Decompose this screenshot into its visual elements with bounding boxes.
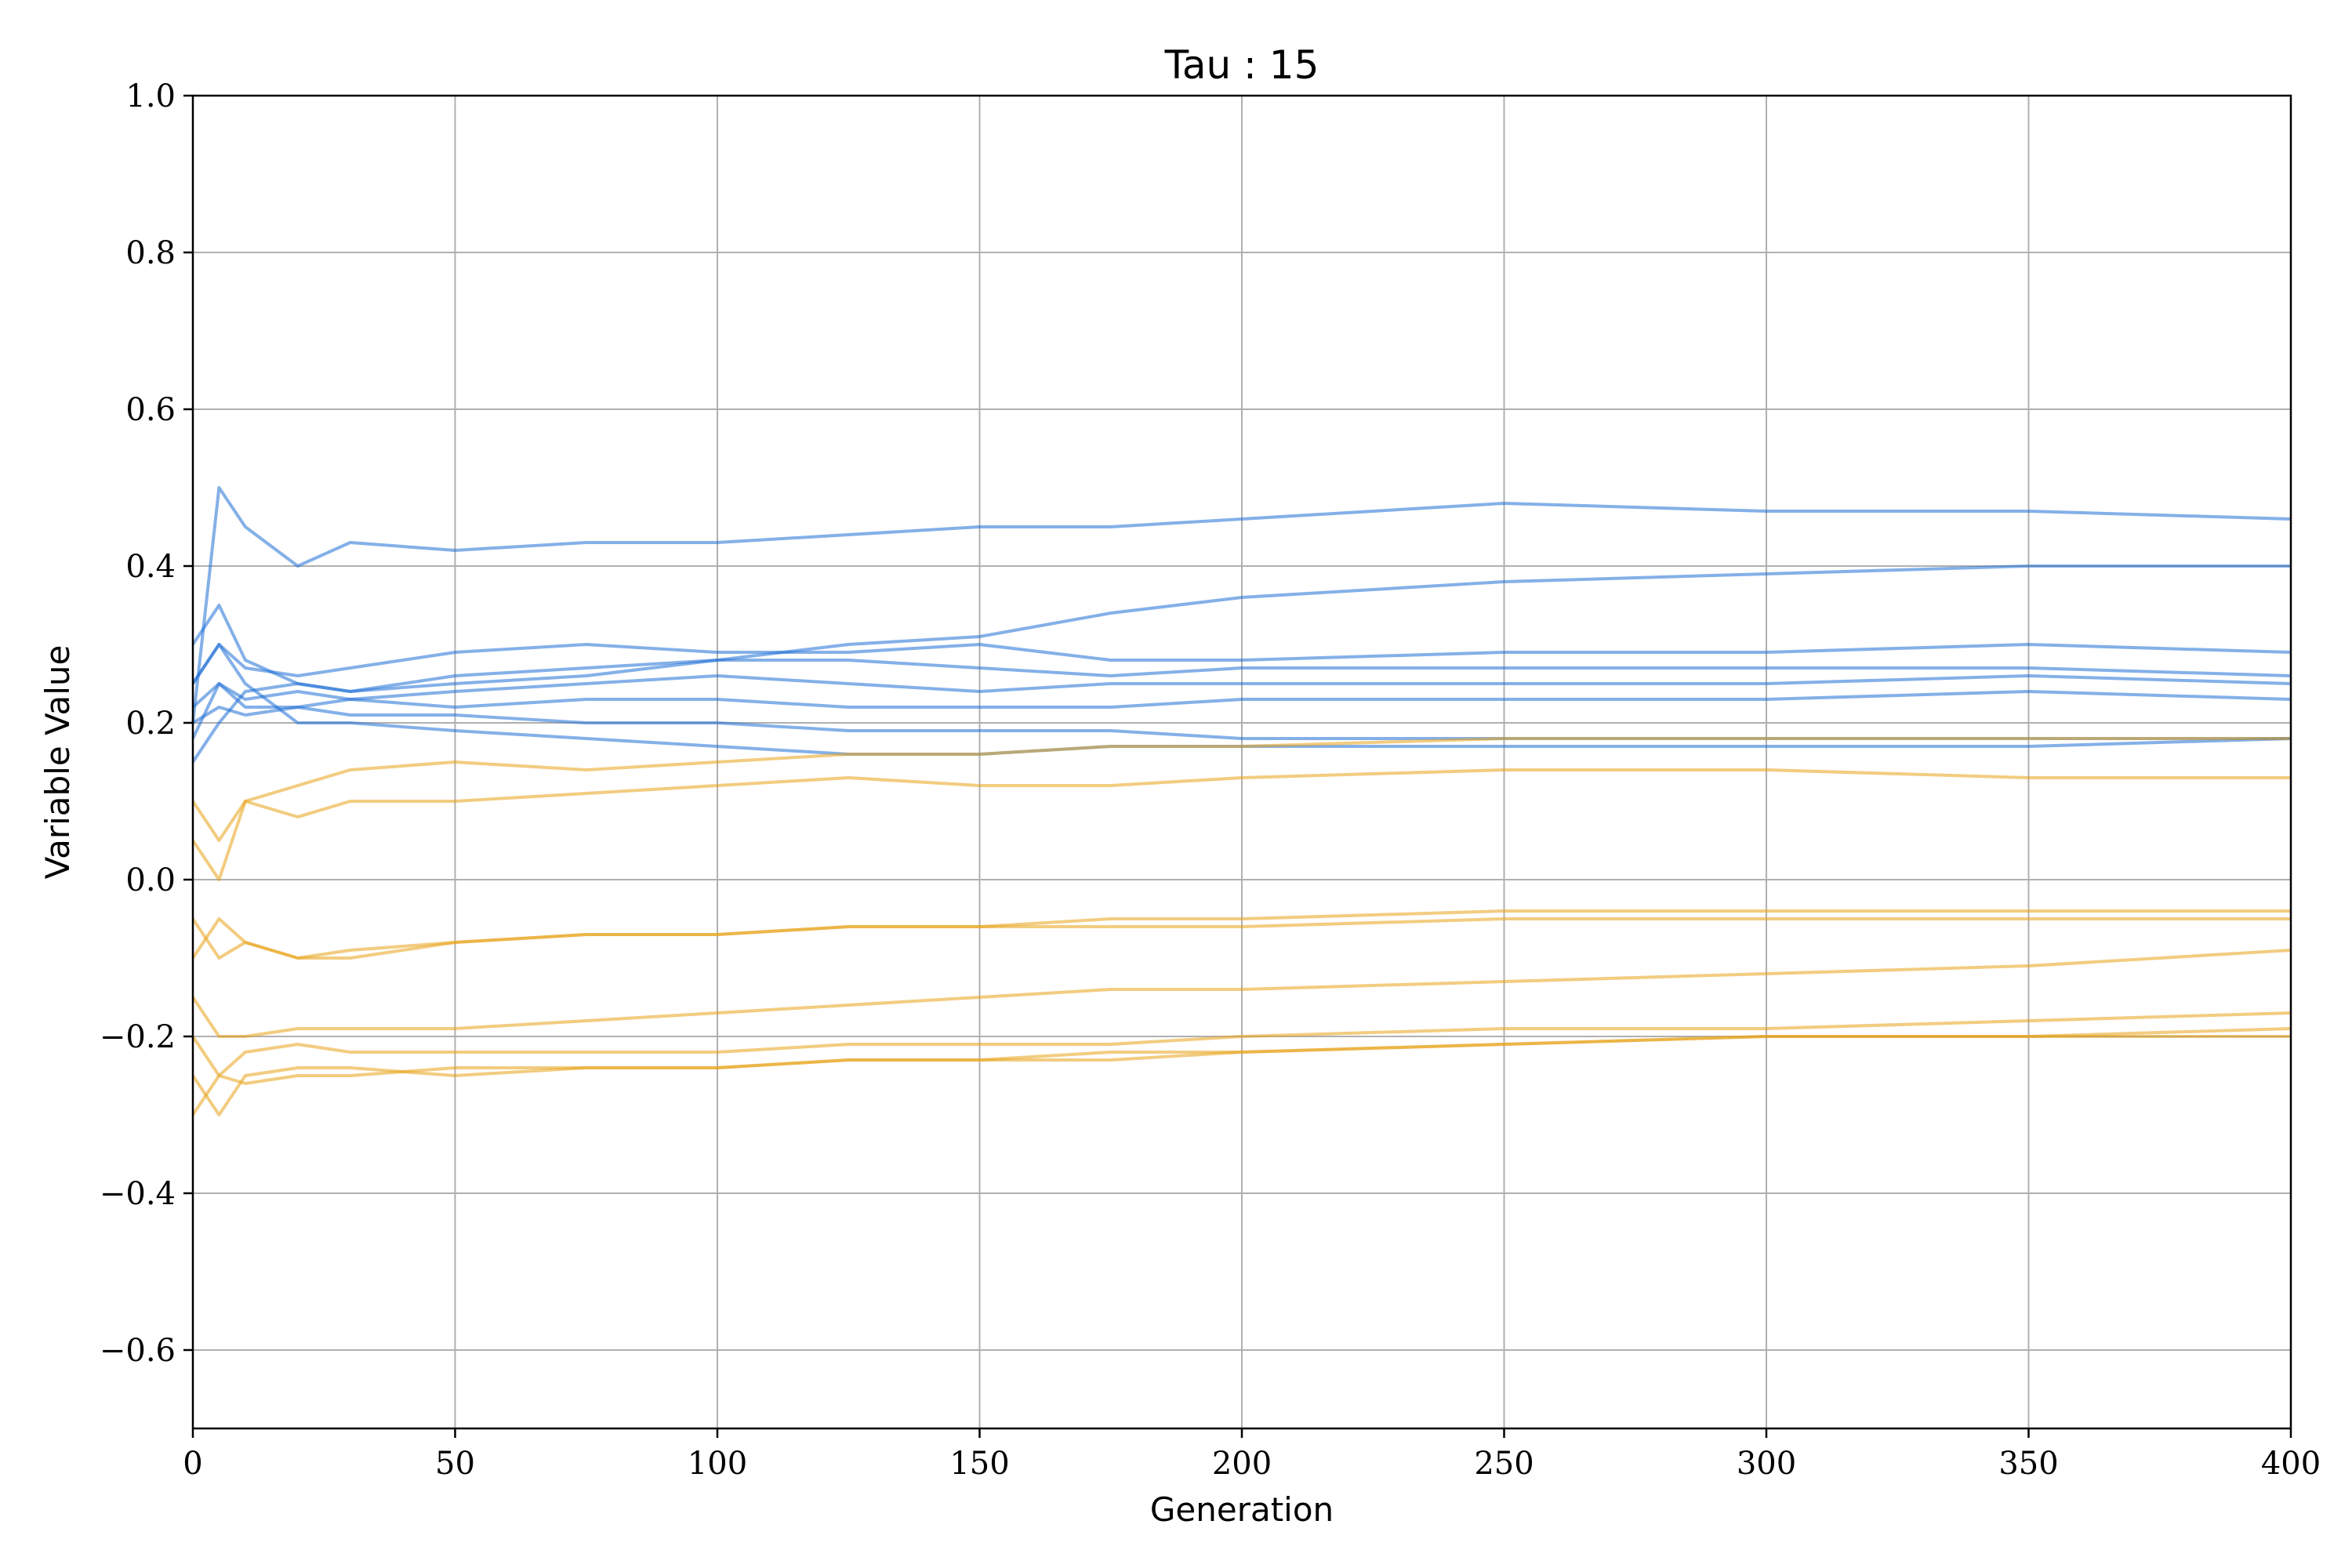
- y-tick-label: −0.4: [100, 1176, 176, 1212]
- x-tick-label: 150: [949, 1446, 1009, 1482]
- series-line-blue: [191, 486, 2292, 724]
- y-tick-label: 1.0: [125, 78, 176, 114]
- series-line-orange: [191, 1035, 2291, 1116]
- y-tick-label: −0.2: [100, 1019, 176, 1055]
- x-tick-label: 200: [1212, 1446, 1272, 1482]
- axis-ticks: 0 50 100 150 200 250 300 350 400 −0.6 −0.4 −0.2 0.0 0…: [100, 78, 2321, 1482]
- x-tick-label: 350: [1998, 1446, 2058, 1482]
- series-line-blue: [191, 659, 2292, 764]
- chart-title: Tau : 15: [1164, 42, 1319, 88]
- y-tick-label: 0.0: [125, 862, 176, 898]
- series-lines: [191, 486, 2292, 1116]
- y-axis-label: Variable Value: [38, 645, 77, 880]
- series-line-orange: [191, 1011, 2292, 1077]
- y-tick-label: 0.6: [125, 392, 176, 428]
- series-line-blue: [191, 674, 2292, 709]
- series-line-orange: [191, 949, 2292, 1038]
- series-line-blue: [191, 643, 2292, 756]
- series-line-orange: [191, 768, 2291, 881]
- y-tick-label: 0.2: [125, 706, 176, 742]
- y-tick-label: 0.8: [125, 235, 176, 271]
- x-tick-label: 100: [688, 1446, 747, 1482]
- x-tick-label: 400: [2261, 1446, 2321, 1482]
- x-tick-label: 300: [1737, 1446, 1796, 1482]
- series-line-orange: [191, 737, 2291, 842]
- y-tick-label: 0.4: [125, 549, 176, 585]
- x-axis-label: Generation: [1150, 1490, 1334, 1529]
- y-tick-label: −0.6: [100, 1333, 176, 1369]
- x-tick-label: 0: [183, 1446, 202, 1482]
- series-line-blue: [191, 643, 2292, 685]
- x-tick-label: 250: [1474, 1446, 1534, 1482]
- x-tick-label: 50: [435, 1446, 475, 1482]
- series-line-orange: [191, 909, 2291, 960]
- series-line-blue: [191, 690, 2292, 724]
